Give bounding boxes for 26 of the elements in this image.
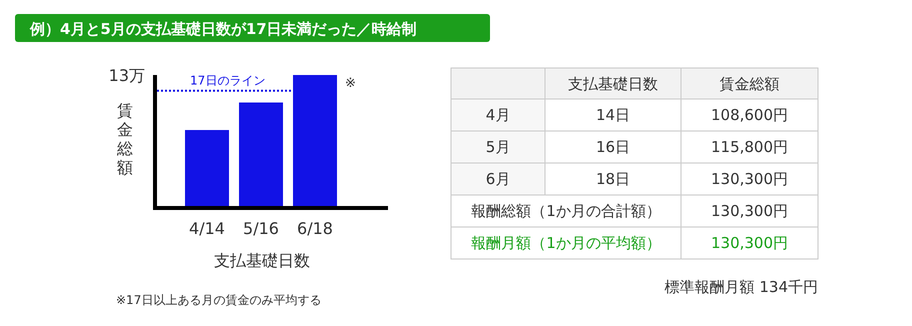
category-label: 報酬総額（1か月の合計額） xyxy=(471,202,661,220)
text: 標準報酬月額 134千円 xyxy=(664,278,818,296)
text: ※17日以上ある月の賃金のみ平均する xyxy=(116,293,322,307)
category-label: 4月 xyxy=(486,106,510,124)
x-axis-title: 支払基礎日数 xyxy=(214,251,310,270)
text: 14日 xyxy=(596,106,630,124)
category-label: 報酬月額（1か月の平均額） xyxy=(471,234,661,252)
y-axis-title: 賃金総額 xyxy=(116,101,133,177)
annotation: ※ xyxy=(345,76,356,91)
category-label: 賃金総額 xyxy=(720,75,780,93)
text: 130,300円 xyxy=(710,170,788,188)
text: 130,300円 xyxy=(710,234,788,252)
category-label: 5月 xyxy=(486,138,510,156)
text: 18日 xyxy=(596,170,630,188)
text: 108,600円 xyxy=(710,106,788,124)
text: 130,300円 xyxy=(710,202,788,220)
x-tick-label: 6/18 xyxy=(297,219,333,238)
category-label: 支払基礎日数 xyxy=(568,75,658,93)
chart-title: 例）4月と5月の支払基礎日数が17日未満だった／時給制 xyxy=(29,20,417,38)
text: 13万 xyxy=(108,66,145,85)
text: 16日 xyxy=(596,138,630,156)
x-tick-label: 4/14 xyxy=(189,219,225,238)
ref-line-label: 17日のライン xyxy=(190,74,266,88)
x-tick-label: 5/16 xyxy=(243,219,279,238)
category-label: 6月 xyxy=(486,170,510,188)
text: 115,800円 xyxy=(710,138,788,156)
